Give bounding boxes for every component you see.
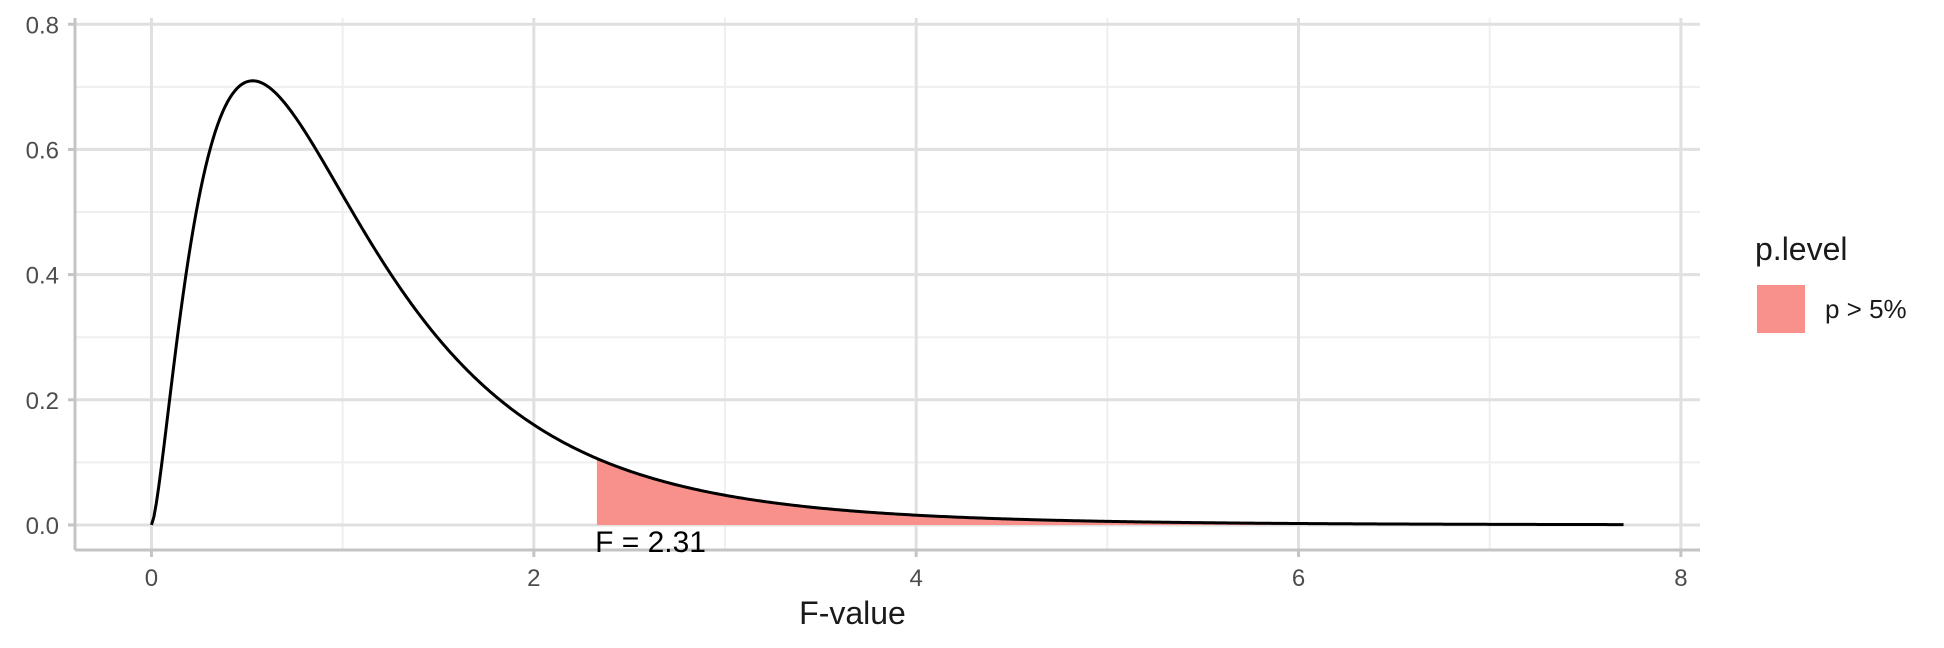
y-axis-ticks: 0.0 0.2 0.4 0.6 0.8 — [26, 12, 75, 540]
y-tick-label: 0.2 — [26, 388, 59, 415]
minor-gridlines — [75, 18, 1700, 550]
shaded-tail-area — [596, 458, 1624, 525]
x-axis-title: F-value — [799, 595, 906, 631]
x-tick-label: 0 — [145, 565, 158, 592]
x-axis-ticks: 0 2 4 6 8 — [145, 550, 1688, 592]
legend-key-swatch — [1757, 285, 1805, 333]
y-tick-label: 0.4 — [26, 263, 59, 290]
f-value-annotation: F = 2.31 — [595, 526, 706, 559]
major-gridlines — [75, 18, 1700, 550]
legend-title: p.level — [1755, 231, 1848, 267]
legend: p.level p > 5% — [1755, 231, 1907, 333]
x-tick-label: 4 — [909, 565, 922, 592]
x-tick-label: 6 — [1292, 565, 1305, 592]
x-tick-label: 8 — [1674, 565, 1687, 592]
legend-entry-label: p > 5% — [1825, 294, 1907, 324]
density-curve — [150, 79, 1624, 527]
y-tick-label: 0.6 — [26, 137, 59, 164]
y-tick-label: 0.0 — [26, 513, 59, 540]
y-tick-label: 0.8 — [26, 12, 59, 39]
x-tick-label: 2 — [527, 565, 540, 592]
